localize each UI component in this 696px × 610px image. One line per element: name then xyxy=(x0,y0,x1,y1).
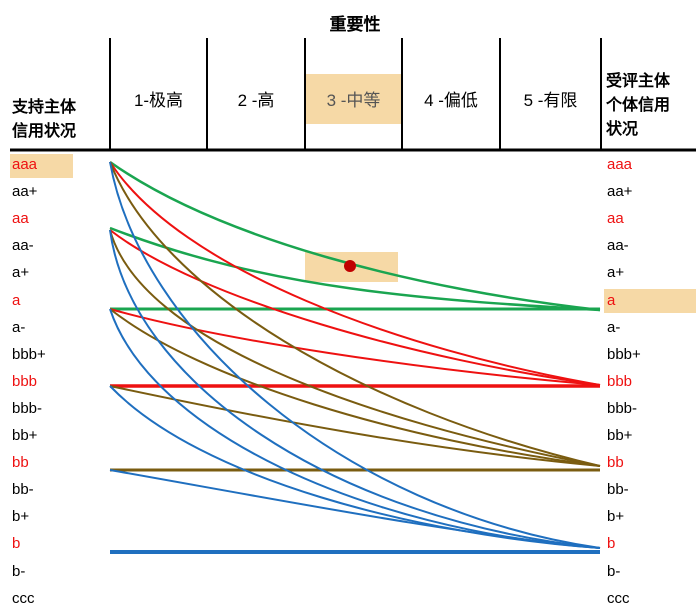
right-rating-bb+: bb+ xyxy=(607,427,633,444)
right-rating-aa: aa xyxy=(607,210,624,228)
left-rating-bb: bb xyxy=(12,454,29,472)
left-rating-ccc: ccc xyxy=(12,589,35,607)
olive-curve-aa xyxy=(109,229,601,467)
right-rating-bb-: bb- xyxy=(607,481,629,499)
left-header: 支持主体 信用状况 xyxy=(12,96,76,144)
left-rating-bbb: bbb xyxy=(12,372,38,390)
blue-curve-bb xyxy=(109,469,601,549)
left-rating-bbb-: bbb- xyxy=(12,399,43,417)
right-rating-b: b xyxy=(607,535,616,553)
right-rating-b-: b- xyxy=(607,562,621,580)
left-header-line-1: 支持主体 xyxy=(12,99,77,116)
highlight-left-aaa xyxy=(10,154,73,178)
col-label-4: 4 -偏低 xyxy=(424,91,478,110)
right-rating-a: a xyxy=(607,291,616,309)
blue-curves xyxy=(109,161,601,554)
left-rating-aa+: aa+ xyxy=(12,183,38,201)
left-rating-aa-: aa- xyxy=(12,237,34,255)
right-rating-bbb+: bbb+ xyxy=(607,345,641,363)
col-label-3: 3 -中等 xyxy=(326,91,381,110)
right-rating-a-: a- xyxy=(607,318,621,336)
left-header-line-2: 信用状况 xyxy=(12,123,77,140)
red-curve-aa xyxy=(109,229,601,386)
right-header-line-3: 状况 xyxy=(606,121,639,138)
right-rating-a+: a+ xyxy=(607,264,625,282)
red-curve-aaa xyxy=(109,161,601,386)
left-rating-a-: a- xyxy=(12,318,26,336)
green-curve-aaa xyxy=(109,160,601,312)
right-rating-bbb-: bbb- xyxy=(607,399,638,417)
highlight-right-a xyxy=(604,289,696,313)
left-rating-a: a xyxy=(12,291,21,309)
right-rating-aa+: aa+ xyxy=(607,183,633,201)
right-rating-bb: bb xyxy=(607,454,624,472)
right-header-line-2: 个体信用 xyxy=(606,97,671,114)
right-header: 受评主体 个体信用 状况 xyxy=(606,70,670,142)
importance-title: 重要性 xyxy=(329,15,381,34)
blue-curve-a xyxy=(109,308,601,549)
col-label-1: 1-极高 xyxy=(133,91,184,110)
right-rating-b+: b+ xyxy=(607,508,625,526)
blue-curve-aa xyxy=(109,229,601,549)
left-rating-b-: b- xyxy=(12,562,26,580)
right-rating-aa-: aa- xyxy=(607,237,629,255)
col-label-5: 5 -有限 xyxy=(523,91,578,110)
olive-curve-aaa xyxy=(109,161,601,467)
left-rating-b: b xyxy=(12,535,21,553)
right-rating-ccc: ccc xyxy=(607,589,630,607)
left-rating-a+: a+ xyxy=(12,264,30,282)
olive-curve-a xyxy=(109,308,601,467)
marker-dot xyxy=(344,260,356,272)
red-curves xyxy=(109,161,601,388)
right-rating-aaa: aaa xyxy=(607,156,633,173)
green-curve-aa xyxy=(109,226,601,312)
green-curves xyxy=(109,160,601,312)
left-rating-bb+: bb+ xyxy=(12,427,38,444)
left-rating-bbb+: bbb+ xyxy=(12,345,46,363)
left-rating-aa: aa xyxy=(12,210,29,228)
red-curve-a xyxy=(109,308,601,386)
left-rating-aaa: aaa xyxy=(12,156,38,173)
blue-curve-aaa xyxy=(109,161,601,549)
right-rating-bbb: bbb xyxy=(607,372,633,390)
left-rating-b+: b+ xyxy=(12,508,30,526)
right-header-line-1: 受评主体 xyxy=(606,73,671,90)
olive-curves xyxy=(109,161,601,472)
blue-curve-bbb xyxy=(109,385,601,549)
highlight-column-3 xyxy=(306,74,401,124)
col-label-2: 2 -高 xyxy=(237,91,275,110)
left-rating-bb-: bb- xyxy=(12,481,34,499)
